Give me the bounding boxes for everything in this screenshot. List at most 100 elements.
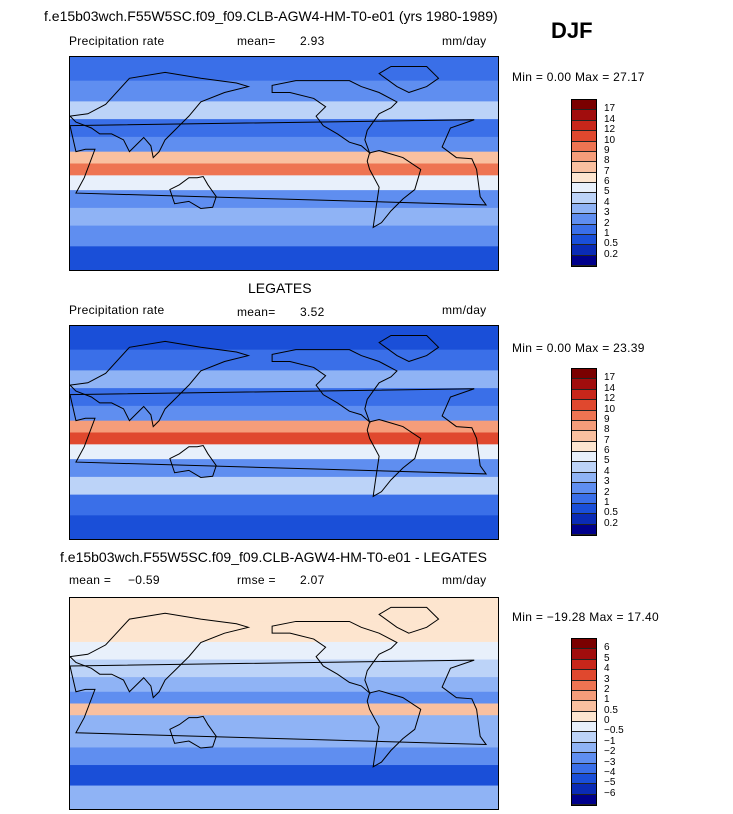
- colorbar-tick-label: 5: [604, 652, 610, 664]
- continent-outline: [366, 418, 422, 498]
- colorbar-tick-label: 10: [604, 403, 616, 415]
- panel2-map-svg: [70, 326, 498, 539]
- colorbar-tick-label: −3: [604, 756, 616, 768]
- colorbar-swatch: [572, 389, 596, 401]
- colorbar-tick-label: 1: [604, 227, 610, 239]
- panel1-mean-value: 2.93: [300, 34, 325, 48]
- continent-outline: [378, 606, 440, 634]
- continent-outline: [366, 690, 422, 768]
- colorbar-swatch: [572, 763, 596, 774]
- colorbar-swatch: [572, 711, 596, 722]
- colorbar-swatch: [572, 193, 596, 204]
- colorbar-tick-label: 4: [604, 465, 610, 477]
- colorbar-tick-label: 8: [604, 424, 610, 436]
- precip-band: [70, 175, 498, 191]
- panel1-map: [69, 56, 499, 271]
- continent-outline: [169, 175, 217, 209]
- panel3-minmax: Min = −19.28 Max = 17.40: [512, 610, 659, 624]
- panel3-map-svg: [70, 598, 498, 809]
- colorbar-tick-label: 2: [604, 217, 610, 229]
- panel2-map: [69, 325, 499, 540]
- precip-band: [70, 432, 498, 445]
- colorbar-tick-label: −6: [604, 787, 616, 799]
- panel1-mean-label: mean=: [237, 34, 276, 48]
- continent-outline: [169, 715, 217, 749]
- panel3-title: f.e15b03wch.F55W5SC.f09_f09.CLB-AGW4-HM-…: [60, 549, 487, 565]
- colorbar-swatch: [572, 420, 596, 432]
- colorbar-swatch: [572, 431, 596, 442]
- colorbar-tick-label: 4: [604, 663, 610, 675]
- precip-band: [70, 494, 498, 516]
- continent-outline: [169, 444, 217, 478]
- continent-outline: [70, 659, 488, 746]
- continent-outline: [70, 71, 251, 159]
- colorbar-tick-label: 1: [604, 496, 610, 508]
- colorbar-swatch: [572, 183, 596, 194]
- continent-outline: [70, 388, 488, 475]
- colorbar-swatch: [572, 400, 596, 411]
- colorbar-tick-label: −5: [604, 777, 616, 789]
- colorbar-tick-label: 3: [604, 207, 610, 219]
- precip-band: [70, 57, 498, 82]
- panel3-mean-value: −0.59: [128, 573, 160, 587]
- colorbar-tick-label: 1: [604, 694, 610, 706]
- colorbar-swatch: [572, 701, 596, 712]
- colorbar-tick-label: 14: [604, 113, 616, 125]
- colorbar-tick-label: 2: [604, 683, 610, 695]
- colorbar-swatch: [572, 722, 596, 733]
- colorbar-tick-label: 9: [604, 413, 610, 425]
- continent-outline: [366, 149, 422, 229]
- precip-band: [70, 119, 498, 138]
- panel1-variable: Precipitation rate: [69, 34, 165, 48]
- colorbar-tick-label: 0.5: [604, 704, 618, 716]
- precip-band: [70, 225, 498, 247]
- precip-band: [70, 476, 498, 496]
- panel3-rmse-label: rmse =: [237, 573, 276, 587]
- colorbar-swatch: [572, 483, 596, 494]
- colorbar-swatch: [572, 120, 596, 132]
- colorbar-swatch: [572, 172, 596, 183]
- precip-band: [70, 785, 498, 809]
- colorbar-swatch: [572, 379, 596, 390]
- colorbar-swatch: [572, 141, 596, 152]
- colorbar-swatch: [572, 224, 596, 235]
- colorbar-swatch: [572, 503, 596, 515]
- precip-band: [70, 641, 498, 661]
- colorbar-tick-label: −1: [604, 735, 616, 747]
- colorbar-tick-label: 6: [604, 176, 610, 187]
- colorbar-swatch: [572, 214, 596, 225]
- colorbar-tick-label: 8: [604, 155, 610, 167]
- panel1-units: mm/day: [442, 34, 487, 48]
- colorbar-tick-label: 12: [604, 124, 616, 136]
- colorbar-tick-label: 9: [604, 144, 610, 156]
- colorbar-swatch: [572, 131, 596, 142]
- colorbar-swatch: [572, 245, 596, 256]
- panel1-colorbar: [571, 99, 597, 267]
- colorbar-tick-label: 3: [604, 673, 610, 685]
- colorbar-tick-label: 6: [604, 642, 610, 654]
- panel3-units: mm/day: [442, 573, 487, 587]
- colorbar-swatch: [572, 110, 596, 121]
- colorbar-swatch: [572, 649, 596, 660]
- precip-band: [70, 151, 498, 164]
- precip-band: [70, 80, 498, 102]
- colorbar-swatch: [572, 452, 596, 463]
- colorbar-tick-label: 0.5: [604, 238, 618, 250]
- colorbar-tick-label: 0.2: [604, 517, 618, 529]
- colorbar-swatch: [572, 441, 596, 452]
- precip-band: [70, 703, 498, 716]
- continent-outline: [271, 80, 398, 155]
- precip-band: [70, 659, 498, 678]
- panel2-colorbar: [571, 368, 597, 536]
- precip-band: [70, 444, 498, 460]
- panel3-map: [69, 597, 499, 810]
- panel1-map-svg: [70, 57, 498, 270]
- colorbar-swatch: [572, 659, 596, 671]
- colorbar-swatch: [572, 690, 596, 702]
- colorbar-swatch: [572, 753, 596, 764]
- colorbar-swatch: [572, 472, 596, 484]
- colorbar-tick-label: 3: [604, 476, 610, 488]
- panel3-rmse-value: 2.07: [300, 573, 325, 587]
- panel2-minmax: Min = 0.00 Max = 23.39: [512, 341, 645, 355]
- season-label: DJF: [551, 18, 593, 43]
